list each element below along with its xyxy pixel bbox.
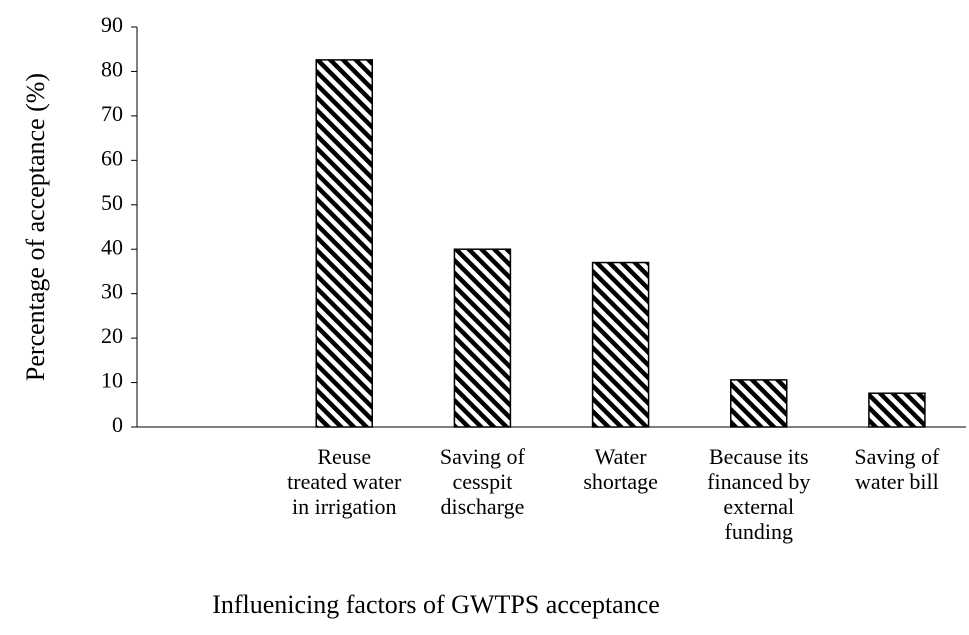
- bar: [591, 261, 650, 428]
- bar: [868, 392, 926, 428]
- x-tick-label: Water shortage: [583, 444, 658, 494]
- bar: [453, 248, 512, 428]
- y-tick-label: 0: [112, 412, 123, 437]
- y-tick-label: 60: [101, 145, 123, 170]
- y-tick-label: 70: [101, 101, 123, 126]
- bar: [315, 59, 373, 428]
- x-axis-title: Influenicing factors of GWTPS acceptance: [212, 590, 660, 619]
- x-tick-label: Reuse treated water in irrigation: [287, 444, 402, 519]
- y-tick-label: 90: [101, 12, 123, 37]
- y-tick-label: 20: [101, 323, 123, 348]
- bar: [730, 379, 788, 428]
- y-axis-title: Percentage of acceptance (%): [21, 73, 50, 381]
- y-tick-label: 50: [101, 190, 123, 215]
- x-tick-label: Because its financed by external funding: [707, 444, 811, 544]
- y-tick-label: 10: [101, 368, 123, 393]
- x-tick-label: Saving of cesspit discharge: [439, 444, 525, 519]
- y-tick-label: 40: [101, 234, 123, 259]
- y-tick-label: 30: [101, 279, 123, 304]
- x-tick-label: Saving of water bill: [854, 444, 940, 494]
- y-tick-label: 80: [101, 56, 123, 81]
